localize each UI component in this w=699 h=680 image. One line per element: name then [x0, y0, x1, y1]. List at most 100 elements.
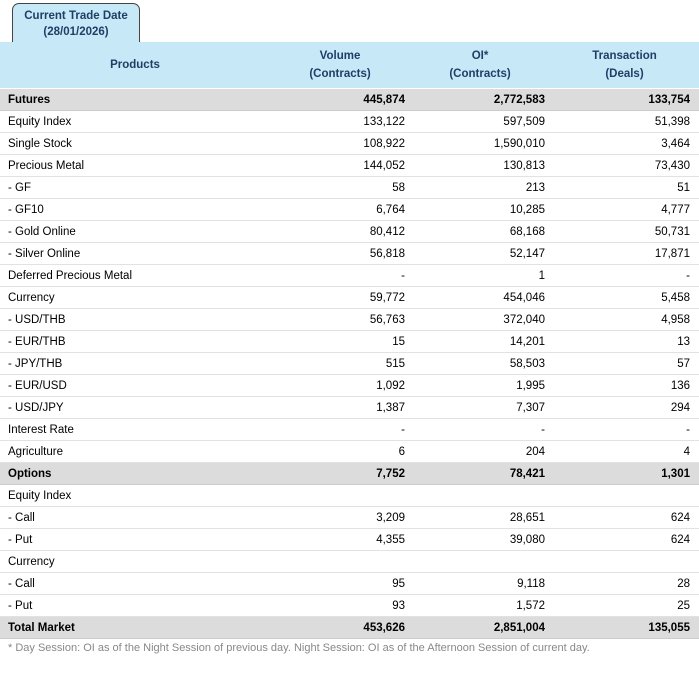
- table-row: - Put 93 1,572 25: [0, 594, 699, 617]
- product-cell: Interest Rate: [0, 418, 270, 441]
- oi-cell: 28,651: [410, 506, 550, 529]
- product-cell: - Silver Online: [0, 242, 270, 265]
- oi-cell: 78,421: [410, 462, 550, 485]
- volume-cell: 144,052: [270, 154, 410, 177]
- volume-cell: 1,092: [270, 374, 410, 397]
- oi-cell: 52,147: [410, 242, 550, 265]
- oi-cell: -: [410, 418, 550, 441]
- product-cell: - GF10: [0, 198, 270, 221]
- volume-cell: 108,922: [270, 132, 410, 155]
- transaction-cell: -: [550, 418, 699, 441]
- product-cell: - Put: [0, 594, 270, 617]
- table-row: Interest Rate - - -: [0, 418, 699, 441]
- volume-cell: [270, 484, 410, 507]
- table-row: Deferred Precious Metal - 1 -: [0, 264, 699, 287]
- table-header: Products Volume (Contracts) OI* (Contrac…: [0, 42, 699, 89]
- transaction-cell: 3,464: [550, 132, 699, 155]
- table-row: - USD/JPY 1,387 7,307 294: [0, 396, 699, 419]
- page: Current Trade Date (28/01/2026) Products…: [0, 3, 699, 680]
- transaction-cell: 25: [550, 594, 699, 617]
- product-cell: Equity Index: [0, 110, 270, 133]
- volume-cell: 56,818: [270, 242, 410, 265]
- product-cell: - USD/THB: [0, 308, 270, 331]
- volume-cell: 3,209: [270, 506, 410, 529]
- transaction-cell: 51,398: [550, 110, 699, 133]
- volume-cell: 95: [270, 572, 410, 595]
- oi-cell: 372,040: [410, 308, 550, 331]
- product-cell: - Call: [0, 572, 270, 595]
- product-cell: - Call: [0, 506, 270, 529]
- oi-cell: [410, 550, 550, 573]
- oi-cell: 1,995: [410, 374, 550, 397]
- product-cell: Futures: [0, 88, 270, 111]
- transaction-cell: 133,754: [550, 88, 699, 111]
- volume-cell: 58: [270, 176, 410, 199]
- transaction-cell: 50,731: [550, 220, 699, 243]
- table-row: Currency: [0, 550, 699, 573]
- oi-cell: 597,509: [410, 110, 550, 133]
- table-row: - Call 95 9,118 28: [0, 572, 699, 595]
- column-header-products: Products: [0, 42, 270, 89]
- transaction-cell: 73,430: [550, 154, 699, 177]
- table-row: - Call 3,209 28,651 624: [0, 506, 699, 529]
- oi-cell: 9,118: [410, 572, 550, 595]
- column-header-products-label: Products: [110, 59, 160, 71]
- table-row: - Put 4,355 39,080 624: [0, 528, 699, 551]
- oi-cell: [410, 484, 550, 507]
- oi-cell: 454,046: [410, 286, 550, 309]
- table-row: Total Market 453,626 2,851,004 135,055: [0, 616, 699, 639]
- product-cell: - USD/JPY: [0, 396, 270, 419]
- volume-cell: 6: [270, 440, 410, 463]
- transaction-cell: 13: [550, 330, 699, 353]
- volume-cell: [270, 550, 410, 573]
- column-header-volume-sub: (Contracts): [309, 68, 371, 80]
- transaction-cell: 1,301: [550, 462, 699, 485]
- column-header-oi-label: OI*: [471, 50, 489, 62]
- table-row: Equity Index 133,122 597,509 51,398: [0, 110, 699, 133]
- volume-cell: 59,772: [270, 286, 410, 309]
- table-row: Options 7,752 78,421 1,301: [0, 462, 699, 485]
- transaction-cell: 17,871: [550, 242, 699, 265]
- transaction-cell: -: [550, 264, 699, 287]
- table-row: - Silver Online 56,818 52,147 17,871: [0, 242, 699, 265]
- volume-cell: 6,764: [270, 198, 410, 221]
- volume-cell: 1,387: [270, 396, 410, 419]
- volume-cell: 453,626: [270, 616, 410, 639]
- product-cell: Agriculture: [0, 440, 270, 463]
- volume-cell: 56,763: [270, 308, 410, 331]
- transaction-cell: 624: [550, 528, 699, 551]
- tab-current-trade-date[interactable]: Current Trade Date (28/01/2026): [12, 3, 140, 42]
- oi-cell: 1: [410, 264, 550, 287]
- transaction-cell: [550, 484, 699, 507]
- volume-cell: 445,874: [270, 88, 410, 111]
- oi-cell: 130,813: [410, 154, 550, 177]
- product-cell: Equity Index: [0, 484, 270, 507]
- product-cell: Currency: [0, 286, 270, 309]
- table-body: Futures 445,874 2,772,583 133,754 Equity…: [0, 88, 699, 639]
- product-cell: Options: [0, 462, 270, 485]
- transaction-cell: 136: [550, 374, 699, 397]
- oi-cell: 7,307: [410, 396, 550, 419]
- oi-cell: 39,080: [410, 528, 550, 551]
- table-row: - JPY/THB 515 58,503 57: [0, 352, 699, 375]
- product-cell: Total Market: [0, 616, 270, 639]
- table-row: - EUR/THB 15 14,201 13: [0, 330, 699, 353]
- table-row: Agriculture 6 204 4: [0, 440, 699, 463]
- trade-summary-table: Products Volume (Contracts) OI* (Contrac…: [0, 42, 699, 639]
- column-header-transaction-label: Transaction: [592, 50, 657, 62]
- transaction-cell: 28: [550, 572, 699, 595]
- table-row: - GF 58 213 51: [0, 176, 699, 199]
- volume-cell: 133,122: [270, 110, 410, 133]
- product-cell: - Gold Online: [0, 220, 270, 243]
- volume-cell: 4,355: [270, 528, 410, 551]
- transaction-cell: 4,958: [550, 308, 699, 331]
- transaction-cell: 4: [550, 440, 699, 463]
- oi-cell: 1,590,010: [410, 132, 550, 155]
- table-row: Precious Metal 144,052 130,813 73,430: [0, 154, 699, 177]
- transaction-cell: 624: [550, 506, 699, 529]
- oi-footnote: * Day Session: OI as of the Night Sessio…: [8, 642, 590, 654]
- oi-cell: 68,168: [410, 220, 550, 243]
- product-cell: Deferred Precious Metal: [0, 264, 270, 287]
- oi-cell: 14,201: [410, 330, 550, 353]
- transaction-cell: 5,458: [550, 286, 699, 309]
